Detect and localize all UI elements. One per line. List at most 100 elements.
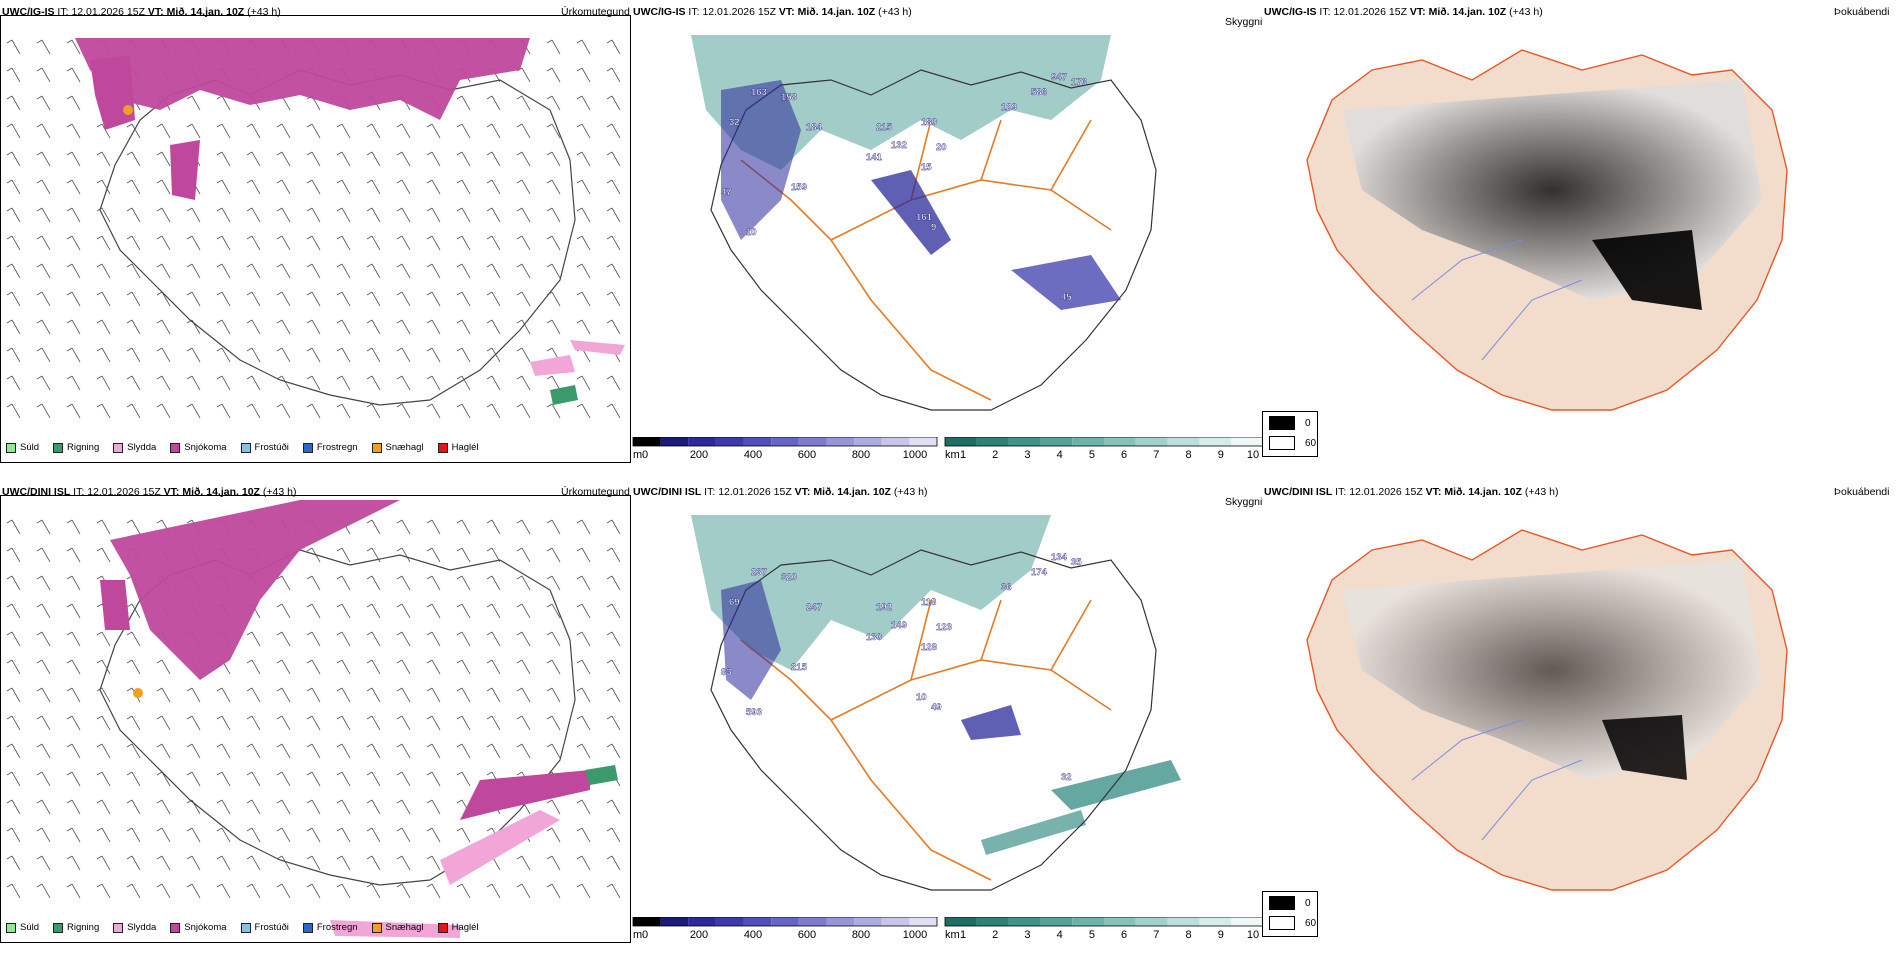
wind-barb <box>426 375 441 391</box>
wind-barb <box>336 291 351 307</box>
wind-barb <box>216 743 231 759</box>
wind-barb <box>516 403 531 419</box>
legend-label: Snæhagl <box>385 922 424 933</box>
wind-barb <box>366 771 381 787</box>
wind-barb <box>66 39 81 55</box>
wind-barb <box>336 799 351 815</box>
colorbar-tick-label: 10 <box>1247 929 1259 941</box>
wind-barb <box>516 659 531 675</box>
wind-barb <box>606 263 621 279</box>
wind-barb <box>216 883 231 899</box>
iceland-outline <box>99 69 576 406</box>
row1-vis-map: 163 158 32 184 159 47 10 215 132 180 141 20 15 129 586… <box>691 35 1157 411</box>
wind-barb <box>126 375 141 391</box>
colorbar-tick-label: 800 <box>852 449 870 461</box>
wind-barb <box>246 827 261 843</box>
wind-barb <box>96 743 111 759</box>
colorbar-tick-label: 4 <box>1057 449 1063 461</box>
wind-barb <box>366 687 381 703</box>
wind-barb <box>456 207 471 223</box>
snow-depth-label: 118 <box>921 597 936 608</box>
roads <box>740 599 1112 881</box>
row2-precip-map <box>6 500 621 938</box>
wind-barb <box>276 799 291 815</box>
colorbar-segment <box>945 437 977 446</box>
fog-legend-row: 0 <box>1269 416 1311 430</box>
wind-barb <box>516 319 531 335</box>
colorbar-segment <box>1231 437 1263 446</box>
vt-value: Mið. 14.jan. 10Z <box>1428 6 1507 18</box>
colorbar-tick-label: 400 <box>744 929 762 941</box>
wind-barb <box>576 575 591 591</box>
wind-barb <box>156 347 171 363</box>
it-label: IT: <box>57 6 69 18</box>
fog-legend-row: 60 <box>1269 916 1316 930</box>
wind-barb <box>546 827 561 843</box>
wind-barb <box>246 883 261 899</box>
colorbar-segment <box>881 437 910 446</box>
wind-barb <box>6 827 21 843</box>
wind-barb <box>246 235 261 251</box>
legend-swatch <box>53 922 64 933</box>
colorbar-segment <box>771 437 799 446</box>
wind-barb <box>96 771 111 787</box>
colorbar-unit: m <box>633 929 642 941</box>
wind-barb <box>246 715 261 731</box>
wind-barb <box>156 855 171 871</box>
colorbar-segment <box>1040 437 1073 446</box>
wind-barb <box>126 207 141 223</box>
wind-barb <box>66 603 81 619</box>
wind-barb <box>426 687 441 703</box>
wind-barb <box>276 771 291 787</box>
wind-barb <box>36 403 51 419</box>
wind-barb <box>396 743 411 759</box>
wind-barb <box>576 123 591 139</box>
wind-barb <box>186 855 201 871</box>
snow-depth-label: 123 <box>936 622 952 633</box>
row1-vis-header: UWC/IG-IS IT: 12.01.2026 15Z VT: Mið. 14… <box>633 6 912 18</box>
wind-barb <box>336 855 351 871</box>
legend-swatch <box>113 922 124 933</box>
legend-swatch <box>437 442 448 453</box>
wind-barb <box>6 799 21 815</box>
wind-barb <box>36 235 51 251</box>
wind-barb <box>66 771 81 787</box>
fog-core <box>1592 230 1702 310</box>
wind-barb <box>156 715 171 731</box>
wind-barb <box>66 743 81 759</box>
wind-barb <box>156 403 171 419</box>
wind-barb <box>426 603 441 619</box>
row2-visibility-panel: UWC/DINI ISL IT: 12.01.2026 15Z VT: Mið.… <box>631 480 1262 955</box>
wind-barb <box>156 827 171 843</box>
snow-depth-label: 36 <box>1001 582 1012 593</box>
snow-depth-label: 141 <box>866 152 883 163</box>
sleet-area <box>440 810 560 885</box>
wind-barb <box>66 151 81 167</box>
wind-barb <box>516 375 531 391</box>
wind-barb <box>96 547 111 563</box>
snow-depth-label: 132 <box>891 140 907 151</box>
wind-barb <box>546 179 561 195</box>
wind-barb <box>6 235 21 251</box>
wind-barb <box>396 151 411 167</box>
wind-barb <box>576 375 591 391</box>
wind-barb <box>456 547 471 563</box>
wind-barb <box>6 39 21 55</box>
wind-barb <box>576 659 591 675</box>
row2-fog-header: UWC/DINI ISL IT: 12.01.2026 15Z VT: Mið.… <box>1264 486 1558 498</box>
wind-barb <box>456 771 471 787</box>
wind-barb <box>456 687 471 703</box>
wind-barb <box>516 547 531 563</box>
snow-depth-area <box>721 80 801 240</box>
wind-barb <box>426 771 441 787</box>
wind-barb <box>96 263 111 279</box>
wind-barb <box>126 603 141 619</box>
wind-barb <box>186 263 201 279</box>
wind-barb <box>576 715 591 731</box>
wind-barb <box>306 603 321 619</box>
it-value: 12.01.2026 15Z <box>1349 486 1423 498</box>
legend-swatch <box>240 442 251 453</box>
it-label: IT: <box>688 6 700 18</box>
colorbar-tick-label: 600 <box>798 929 816 941</box>
wind-barb <box>486 347 501 363</box>
